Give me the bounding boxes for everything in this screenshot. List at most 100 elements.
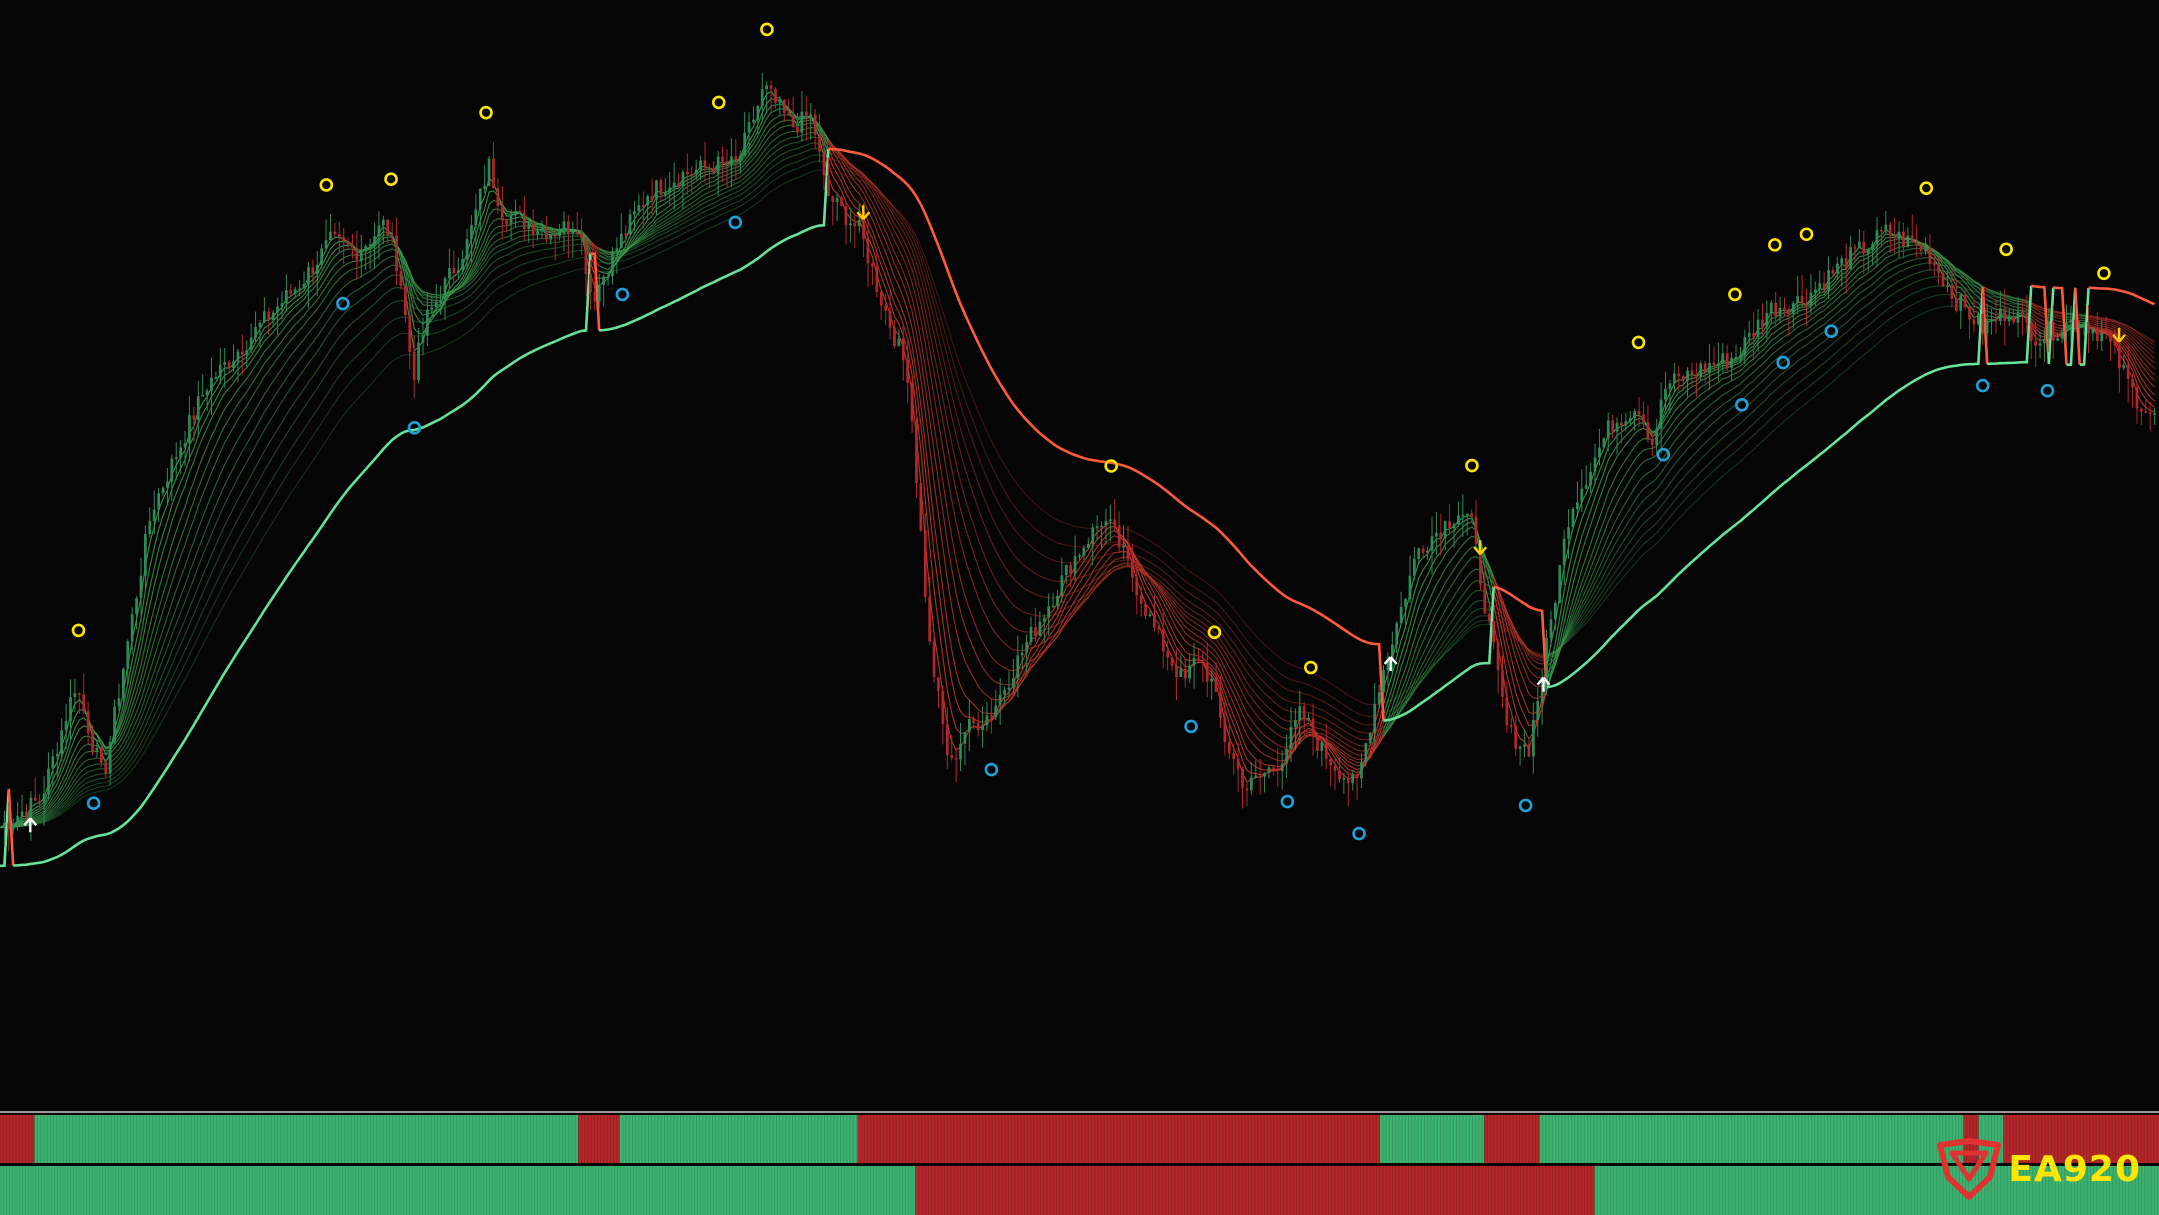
bear-candle bbox=[1302, 706, 1306, 719]
bull-candle bbox=[188, 415, 191, 444]
ribbon-line-40 bbox=[1383, 608, 1494, 728]
bull-candle bbox=[1435, 532, 1438, 537]
bull-candle bbox=[562, 221, 566, 234]
bull-candle bbox=[152, 509, 156, 521]
bear-candle bbox=[567, 221, 570, 234]
bull-candle bbox=[571, 231, 575, 234]
bull-candle bbox=[126, 641, 130, 669]
ribbon-line-46 bbox=[1493, 616, 1547, 657]
trend-strip-2-segment bbox=[915, 1166, 1595, 1215]
ribbon-line-18 bbox=[1986, 295, 2032, 314]
bear-candle bbox=[38, 800, 41, 803]
entry-arrow-icon bbox=[23, 817, 38, 833]
bear-candle bbox=[1170, 657, 1174, 666]
bull-candle bbox=[1858, 241, 1861, 248]
bull-candle bbox=[1029, 627, 1033, 643]
bear-candle bbox=[2029, 322, 2033, 342]
bull-candle bbox=[1073, 556, 1077, 575]
bear-candle bbox=[1783, 308, 1786, 310]
bear-candle bbox=[1126, 545, 1130, 560]
bull-candle bbox=[324, 240, 328, 249]
bear-candle bbox=[1880, 230, 1883, 232]
bull-candle bbox=[959, 743, 962, 760]
ribbon-line-18 bbox=[1546, 247, 1984, 674]
trend-strip-1-segment bbox=[0, 1115, 35, 1163]
bear-candle bbox=[950, 755, 954, 758]
bull-candle bbox=[549, 235, 553, 240]
bear-candle bbox=[77, 693, 81, 695]
bear-candle bbox=[241, 351, 244, 355]
bull-candle bbox=[1536, 700, 1540, 720]
bear-candle bbox=[1501, 670, 1504, 697]
bottom-signal-circle bbox=[1824, 324, 1839, 339]
bull-candle bbox=[417, 342, 420, 381]
bull-candle bbox=[1875, 230, 1879, 244]
bull-candle bbox=[1664, 388, 1667, 400]
bear-candle bbox=[580, 233, 583, 239]
bear-candle bbox=[2135, 387, 2139, 409]
bear-candle bbox=[1197, 658, 1200, 661]
slow-ma-segment bbox=[1987, 285, 2033, 366]
bear-candle bbox=[593, 292, 597, 302]
bear-candle bbox=[1272, 767, 1275, 769]
bull-candle bbox=[655, 180, 658, 200]
ribbon-line-35 bbox=[590, 243, 600, 251]
bottom-signal-circle bbox=[1184, 719, 1198, 734]
bear-candle bbox=[919, 483, 923, 531]
bull-candle bbox=[1012, 678, 1015, 688]
bear-candle bbox=[1968, 307, 1971, 320]
top-signal-circle bbox=[1768, 238, 1782, 252]
bull-candle bbox=[108, 742, 112, 774]
bear-candle bbox=[518, 211, 522, 213]
bear-candle bbox=[1333, 765, 1337, 771]
bear-candle bbox=[1492, 621, 1495, 643]
bear-candle bbox=[1677, 373, 1681, 377]
ribbon-line-52 bbox=[1987, 299, 2032, 308]
top-signal-circle bbox=[2097, 266, 2111, 281]
bear-candle bbox=[1448, 521, 1451, 529]
bear-candle bbox=[769, 85, 773, 89]
bear-candle bbox=[1338, 770, 1341, 780]
bear-candle bbox=[1219, 691, 1222, 718]
bear-candle bbox=[990, 715, 993, 718]
bull-candle bbox=[1809, 292, 1813, 307]
bull-candle bbox=[1655, 428, 1658, 445]
bull-candle bbox=[1122, 545, 1125, 548]
bear-candle bbox=[2109, 332, 2112, 342]
bull-candle bbox=[302, 284, 306, 289]
brand-name: EA920 bbox=[2008, 1148, 2141, 1190]
bear-candle bbox=[1324, 742, 1328, 759]
bull-candle bbox=[1985, 320, 1989, 334]
bull-candle bbox=[1395, 623, 1399, 645]
bear-candle bbox=[822, 151, 826, 176]
bear-candle bbox=[2113, 341, 2117, 346]
bull-candle bbox=[1025, 642, 1028, 653]
bull-candle bbox=[135, 598, 138, 615]
ribbon-line-15 bbox=[1546, 244, 1984, 681]
bull-candle bbox=[994, 705, 998, 718]
bear-candle bbox=[923, 530, 927, 597]
bull-candle bbox=[1778, 308, 1782, 317]
bull-candle bbox=[1368, 733, 1372, 744]
bear-candle bbox=[192, 415, 196, 420]
bull-candle bbox=[232, 361, 235, 369]
bear-candle bbox=[703, 160, 707, 168]
bull-candle bbox=[1717, 363, 1720, 366]
bull-candle bbox=[1633, 411, 1636, 418]
bull-candle bbox=[2056, 338, 2059, 341]
bear-candle bbox=[1893, 235, 1896, 239]
bull-candle bbox=[1584, 485, 1588, 489]
bear-candle bbox=[1421, 548, 1425, 553]
bull-candle bbox=[2069, 319, 2073, 323]
bull-candle bbox=[835, 197, 839, 203]
bear-candle bbox=[813, 114, 817, 135]
bull-candle bbox=[1254, 775, 1258, 778]
bull-candle bbox=[738, 155, 742, 161]
bear-candle bbox=[342, 237, 345, 241]
bull-candle bbox=[254, 327, 257, 338]
bull-candle bbox=[1307, 718, 1310, 720]
bull-candle bbox=[1739, 354, 1742, 357]
ribbon-line-40 bbox=[2088, 315, 2155, 350]
bear-candle bbox=[355, 248, 359, 261]
bull-candle bbox=[1404, 599, 1407, 607]
